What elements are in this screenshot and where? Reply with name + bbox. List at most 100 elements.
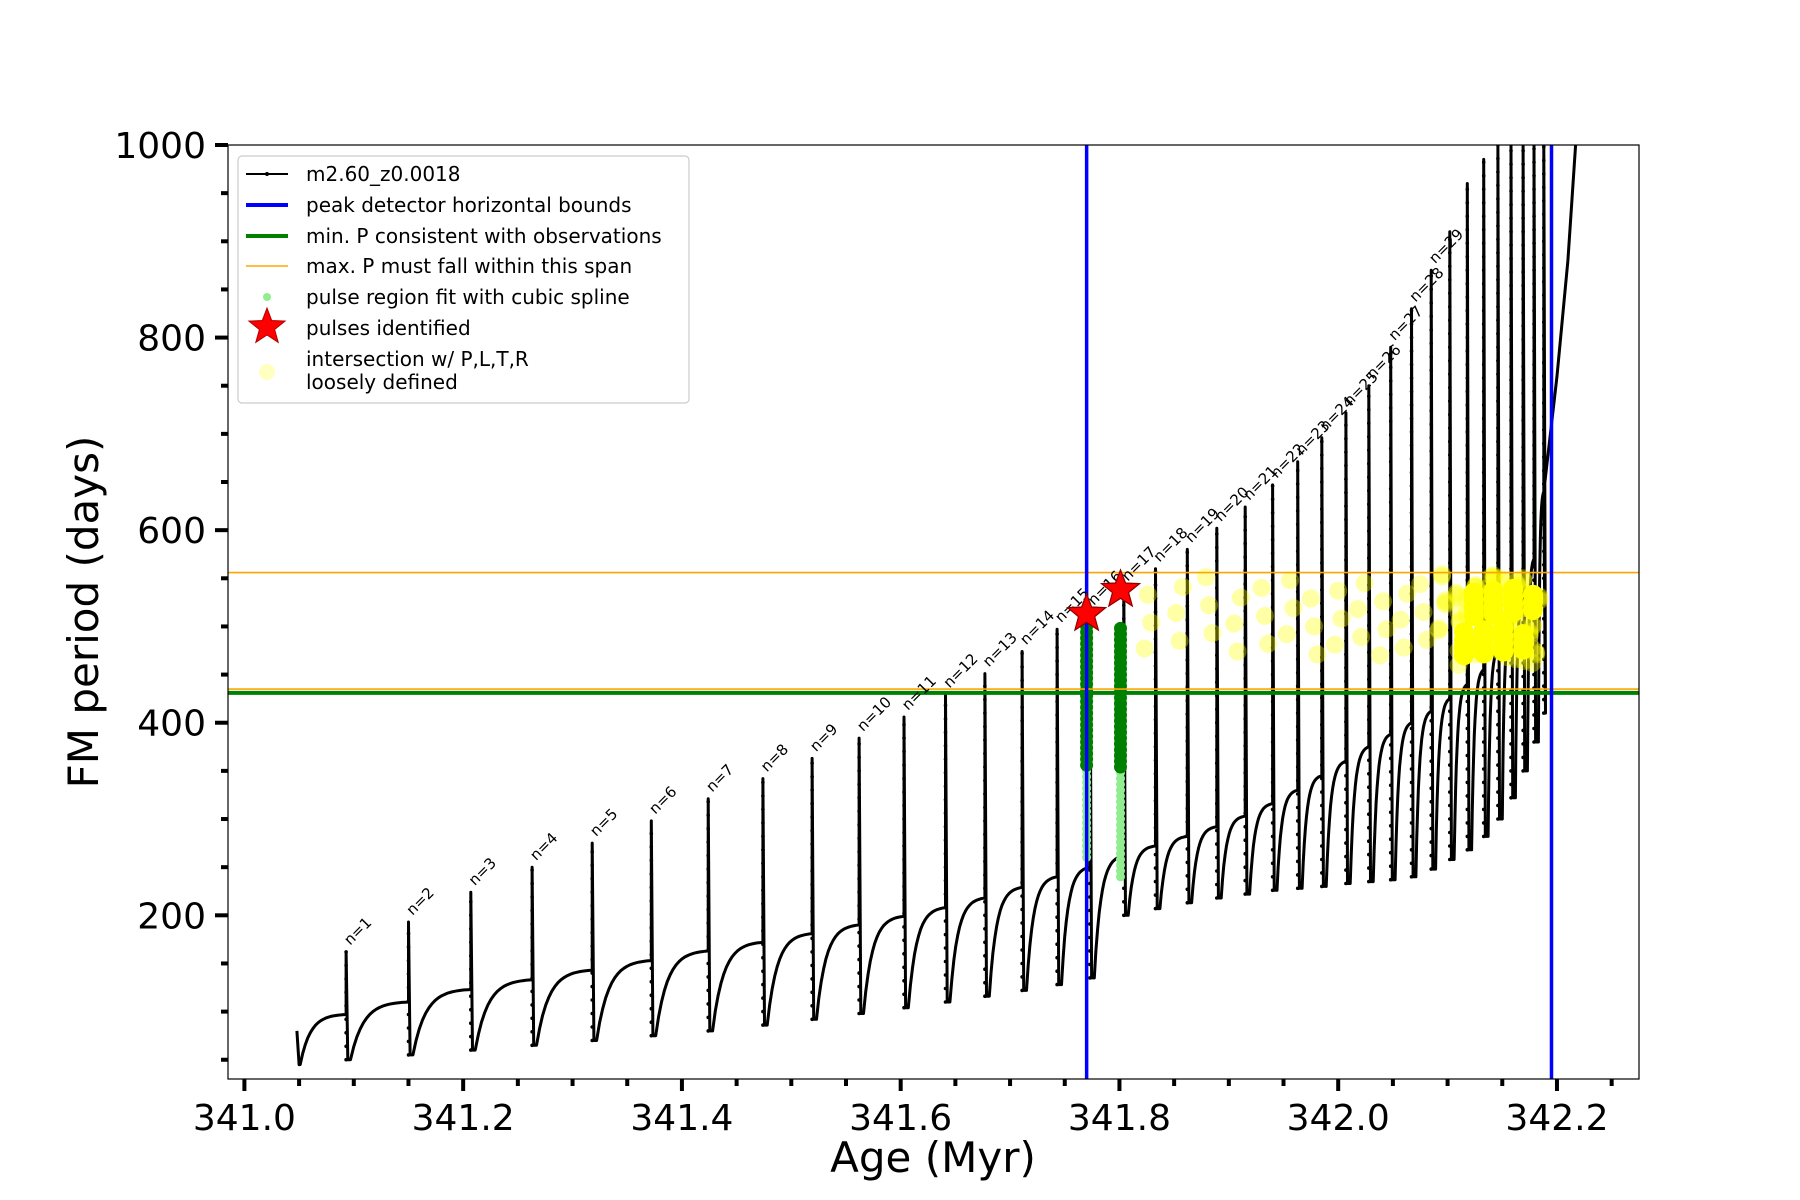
intersection-marker [1449, 588, 1468, 607]
series-marker [706, 1015, 710, 1020]
x-tick-label: 342.0 [1287, 1098, 1390, 1139]
series-marker [857, 1011, 861, 1016]
series-marker [1320, 695, 1324, 700]
series-marker [810, 963, 814, 968]
series-marker [1521, 175, 1525, 180]
series-marker [1448, 372, 1452, 377]
intersection-marker [1355, 574, 1374, 593]
series-marker [1521, 229, 1525, 234]
series-marker [983, 954, 987, 958]
series-marker [1185, 671, 1190, 676]
series-marker [1409, 564, 1414, 569]
series-marker [649, 979, 654, 984]
series-marker [810, 936, 814, 941]
series-marker [1388, 406, 1393, 410]
series-marker [943, 946, 948, 950]
series-marker [1270, 888, 1275, 893]
series-marker [1429, 422, 1433, 427]
series-marker [1388, 675, 1393, 680]
series-marker [1542, 509, 1546, 513]
series-marker [1122, 913, 1126, 918]
series-marker [1020, 840, 1024, 844]
series-marker [1542, 185, 1546, 190]
series-marker [1295, 859, 1300, 864]
intersection-marker [1301, 589, 1320, 608]
series-marker [469, 954, 473, 958]
series-marker [1320, 857, 1324, 862]
series-marker [943, 757, 948, 762]
series-marker [1215, 626, 1219, 631]
series-marker [1532, 672, 1536, 677]
series-marker [1429, 355, 1433, 359]
series-marker [1542, 347, 1546, 351]
intersection-marker [1436, 595, 1455, 614]
series-marker [1496, 210, 1500, 215]
series-marker [1153, 610, 1158, 614]
series-marker [1367, 394, 1371, 399]
series-marker [1215, 707, 1219, 712]
series-marker [1532, 147, 1536, 151]
series-marker [1521, 715, 1525, 719]
series-marker [1088, 976, 1092, 980]
series-marker [1509, 364, 1513, 369]
series-marker [810, 909, 814, 914]
series-marker [1496, 547, 1500, 552]
series-marker [1481, 430, 1486, 434]
series-marker [1532, 201, 1536, 205]
series-marker [1509, 553, 1513, 557]
series-marker [1367, 435, 1371, 439]
series-marker [1243, 851, 1247, 856]
series-marker [1465, 511, 1470, 515]
series-marker [1448, 251, 1452, 255]
series-marker [706, 799, 710, 804]
x-tick-label: 342.2 [1505, 1098, 1608, 1139]
intersection-marker [1391, 610, 1410, 629]
series-marker [1215, 747, 1219, 752]
series-marker [1088, 922, 1092, 926]
series-marker [1055, 955, 1059, 960]
series-marker [1509, 256, 1513, 261]
intersection-marker [1447, 585, 1466, 604]
series-marker [1344, 706, 1348, 711]
series-marker [590, 930, 594, 935]
series-marker [1448, 601, 1452, 606]
series-marker [1448, 817, 1452, 821]
series-marker [1521, 566, 1525, 571]
series-marker [1020, 961, 1024, 966]
series-marker [706, 894, 710, 898]
series-marker [1320, 736, 1324, 740]
series-marker [1388, 379, 1393, 383]
series-marker [1521, 432, 1525, 436]
series-marker [1496, 507, 1500, 511]
intersection-marker [1255, 606, 1274, 625]
series-marker [1367, 839, 1371, 843]
series-marker [1429, 867, 1433, 871]
series-marker [1465, 497, 1470, 502]
series-marker [1542, 172, 1546, 176]
intersection-marker [1447, 583, 1466, 602]
series-marker [1215, 801, 1219, 806]
series-marker [1185, 874, 1190, 878]
series-marker [1465, 362, 1470, 367]
series-marker [943, 851, 948, 856]
series-marker [1344, 531, 1348, 535]
series-marker [902, 857, 906, 862]
series-marker [1509, 405, 1513, 409]
series-marker [1185, 833, 1190, 838]
series-marker [1542, 414, 1546, 419]
series-marker [1496, 453, 1500, 457]
series-marker [344, 963, 348, 968]
series-marker [1465, 484, 1470, 488]
series-marker [1481, 254, 1486, 259]
series-marker [1448, 628, 1452, 633]
series-marker [810, 828, 814, 833]
series-marker [1429, 503, 1433, 507]
series-marker [590, 890, 594, 894]
series-marker [1344, 666, 1348, 670]
series-marker [1215, 680, 1219, 685]
series-marker [810, 761, 814, 765]
series-marker [1270, 511, 1275, 515]
series-marker [649, 1006, 654, 1011]
series-marker [1465, 780, 1470, 785]
series-marker [810, 950, 814, 954]
